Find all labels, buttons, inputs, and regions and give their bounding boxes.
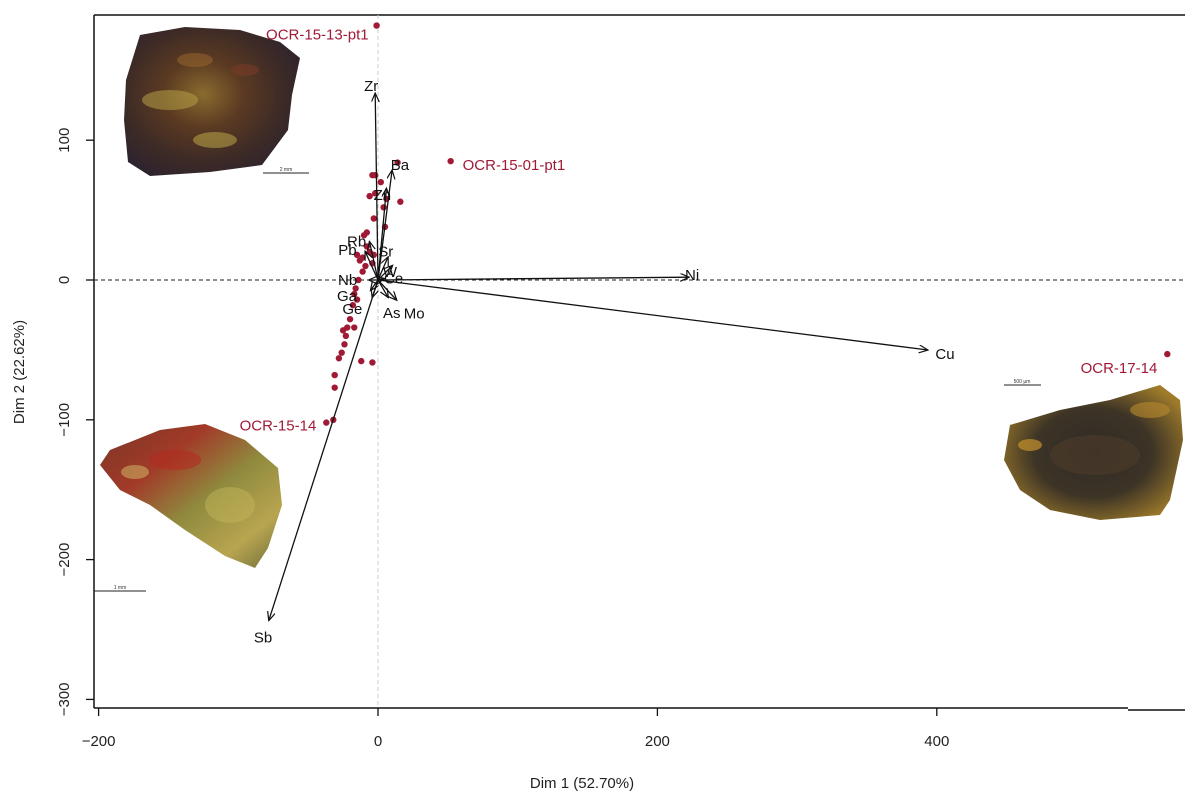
data-point [369,359,376,366]
sample-label: OCR-15-13-pt1 [266,27,369,44]
data-point [358,357,365,365]
data-point [341,341,348,348]
x-tick-label: −200 [82,733,116,750]
data-point [346,315,354,323]
data-point [447,157,454,165]
data-point [359,268,366,275]
variable-label-ni: Ni [685,267,699,284]
data-point [356,257,364,264]
rock-image-top-left [124,27,309,176]
data-point [373,22,380,29]
y-tick-label: 0 [56,276,73,284]
rock-image-right [1004,384,1183,520]
data-point [360,232,368,239]
data-point [342,332,350,340]
data-point [335,355,343,362]
arrow-pb [365,252,379,281]
arrow-ni [377,277,688,280]
data-point [362,262,369,270]
variable-label-nb: Nb [338,272,357,289]
variable-label-w: W [383,264,398,281]
variable-label-ba: Ba [391,157,410,174]
arrow-as [377,279,388,297]
data-point [397,198,404,205]
y-tick-label: 100 [56,128,73,153]
data-point [331,384,338,391]
data-point [380,204,387,211]
variable-label-ge: Ge [342,301,362,318]
variable-label-pb: Pb [338,242,356,259]
sample-label: OCR-15-01-pt1 [463,157,566,174]
variable-label-ce: Ce [384,271,403,288]
data-point [353,296,361,303]
arrow-sb [269,279,379,620]
data-point [331,371,338,379]
reference-lines [94,15,1185,708]
y-tick-label: −100 [56,403,73,437]
x-tick-label: 400 [924,733,949,750]
variable-label-as: As [383,305,401,322]
sample-label: OCR-17-14 [1081,360,1158,377]
data-point [351,324,358,331]
data-point [352,285,359,292]
axes: −200 0 200 400 100 0 −100 −200 −300 [56,128,949,750]
variable-label-zr: Zr [364,78,378,95]
data-point [349,301,357,309]
sample-points [323,22,1171,426]
data-point [369,171,376,179]
y-tick-label: −200 [56,543,73,577]
variable-label-cu: Cu [935,346,954,363]
scale-bar-label-right: 500 µm [1014,379,1031,385]
arrow-mo [377,279,396,300]
data-point [323,419,330,426]
data-point [351,290,358,298]
rock-image-bottom-left [94,424,282,592]
arrow-cu [377,279,927,350]
arrow-rb [370,242,379,281]
variable-label-sr: Sr [378,244,393,261]
x-tick-label: 0 [374,733,382,750]
variable-label-zn: Zn [374,187,392,204]
sample-label: OCR-15-14 [240,418,317,435]
data-point [377,178,384,186]
x-tick-label: 200 [645,733,670,750]
variable-label-sb: Sb [254,630,272,647]
data-point [366,192,373,200]
x-axis-title: Dim 1 (52.70%) [530,775,634,792]
y-tick-label: −300 [56,683,73,717]
data-point [353,251,361,259]
data-point [394,159,401,166]
scale-bar-label-bottom-left: 1 mm [114,585,127,591]
variable-label-mo: Mo [404,306,425,323]
variable-label-rb: Rb [347,233,366,250]
arrow-zr [375,94,378,281]
y-axis-title: Dim 2 (22.62%) [11,320,28,424]
arrow-zn [377,189,386,281]
data-point [370,215,378,222]
data-point [338,349,345,356]
data-point [355,276,362,284]
variable-arrows [269,94,927,620]
variable-label-ga: Ga [337,288,358,305]
data-point [1164,350,1171,358]
data-point [339,327,347,334]
scale-bar-label-top-left: 2 mm [280,167,293,173]
plot-frame [93,14,1185,711]
